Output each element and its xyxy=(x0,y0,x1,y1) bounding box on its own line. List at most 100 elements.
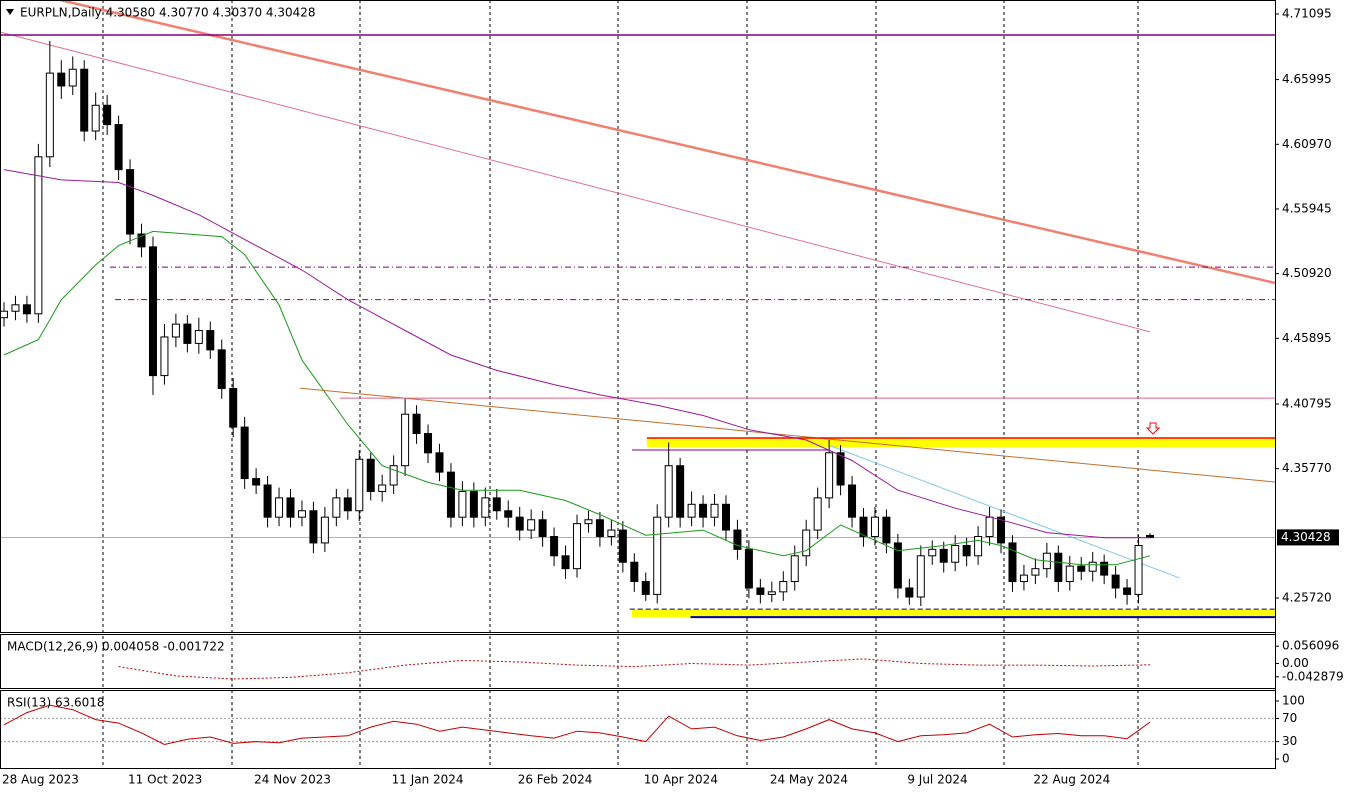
trendline xyxy=(830,445,1180,579)
candle-body xyxy=(630,561,639,583)
candle-body xyxy=(1065,565,1074,583)
candle-body xyxy=(22,304,31,315)
candle-body xyxy=(481,497,490,518)
candle-body xyxy=(332,497,341,518)
y-tick-label: 4.71095 xyxy=(1282,6,1332,20)
candle-body xyxy=(435,452,444,473)
overlays xyxy=(3,169,1151,746)
candle-body xyxy=(1146,534,1154,538)
candle-body xyxy=(813,497,822,531)
candle-body xyxy=(458,490,467,518)
candle-body xyxy=(504,510,513,518)
candle-body xyxy=(710,503,719,518)
y-tick-label: 0.056096 xyxy=(1282,639,1339,653)
candle-body xyxy=(343,497,352,512)
chart-title: EURPLN,Daily 4.30580 4.30770 4.30370 4.3… xyxy=(20,6,316,20)
y-tick-label: 4.50920 xyxy=(1282,266,1332,280)
candle-body xyxy=(974,535,983,557)
trendline xyxy=(0,31,1151,333)
moving-average xyxy=(3,230,1151,566)
candle-body xyxy=(401,413,410,467)
candle-body xyxy=(80,68,89,132)
candle-body xyxy=(320,516,329,544)
candle-body xyxy=(997,516,1006,544)
x-tick-label: 9 Jul 2024 xyxy=(907,773,967,787)
y-tick-label: 4.65995 xyxy=(1282,72,1332,86)
candle-body xyxy=(366,458,375,492)
candle-body xyxy=(34,156,43,315)
candle-body xyxy=(229,387,238,428)
candle-body xyxy=(1100,561,1109,576)
candle-body xyxy=(286,497,295,518)
candle-body xyxy=(171,323,180,338)
candle-body xyxy=(309,510,318,544)
current-price-label: 4.30428 xyxy=(1281,530,1331,544)
candle-body xyxy=(469,490,478,518)
candle-body xyxy=(962,545,971,557)
candle-body xyxy=(573,523,581,570)
current-price-box xyxy=(1277,529,1339,546)
y-tick-label: 0.00 xyxy=(1282,656,1309,670)
candle-body xyxy=(848,484,857,518)
candle-body xyxy=(57,72,66,87)
y-tick-label: 4.40795 xyxy=(1282,396,1332,410)
candles xyxy=(0,40,1154,606)
candle-body xyxy=(1111,574,1120,589)
candle-body xyxy=(699,503,708,518)
zone xyxy=(646,438,1275,448)
candle-body xyxy=(641,581,650,595)
menu-arrow[interactable] xyxy=(6,9,14,15)
candle-body xyxy=(664,465,673,518)
candle-body xyxy=(618,529,627,563)
candle-body xyxy=(183,323,192,344)
y-tick-label: 4.25720 xyxy=(1282,591,1332,605)
x-tick-label: 24 May 2024 xyxy=(770,773,848,787)
candle-body xyxy=(1088,561,1097,572)
candle-body xyxy=(756,587,765,595)
indicator-line xyxy=(118,658,1151,680)
y-tick-label: -0.042879 xyxy=(1282,669,1344,683)
candle-body xyxy=(126,169,135,235)
candle-body xyxy=(355,458,364,512)
candle-body xyxy=(882,516,891,544)
candle-body xyxy=(721,503,730,531)
y-tick-label: 4.55945 xyxy=(1282,201,1332,215)
candle-body xyxy=(836,452,845,486)
moving-average xyxy=(3,169,1150,539)
indicator-line xyxy=(3,704,1151,746)
candle-body xyxy=(985,516,994,537)
y-tick-label: 100 xyxy=(1282,694,1305,708)
candle-body xyxy=(194,330,203,344)
candle-body xyxy=(389,465,398,486)
y-tick-label: 4.35770 xyxy=(1282,461,1332,475)
y-tick-label: 70 xyxy=(1282,711,1297,725)
candle-body xyxy=(263,484,272,518)
candle-body xyxy=(45,72,54,158)
candle-body xyxy=(538,519,547,537)
x-tick-label: 26 Feb 2024 xyxy=(518,773,593,787)
candle-body xyxy=(550,535,559,557)
candle-body xyxy=(1008,542,1017,583)
candle-body xyxy=(1134,545,1143,595)
grid xyxy=(0,0,1275,768)
candle-body xyxy=(515,516,524,531)
candle-body xyxy=(653,516,662,595)
zone xyxy=(632,609,1275,618)
zones xyxy=(632,438,1275,618)
candle-body xyxy=(1077,565,1086,572)
candle-body xyxy=(68,68,77,87)
candle-body xyxy=(1123,587,1132,595)
candle-body xyxy=(206,330,215,351)
trendline xyxy=(299,387,1275,483)
candle-body xyxy=(561,555,570,570)
candle-body xyxy=(939,548,948,563)
candle-body xyxy=(1031,568,1040,576)
candle-body xyxy=(527,519,536,531)
candle-body xyxy=(802,529,811,557)
x-tick-label: 22 Aug 2024 xyxy=(1033,773,1110,787)
candle-body xyxy=(378,484,387,492)
candle-body xyxy=(114,124,123,171)
